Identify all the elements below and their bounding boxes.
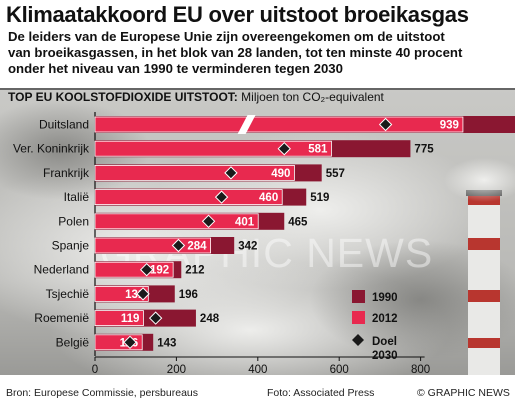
bar-group: België116143 <box>56 333 176 351</box>
photo-credit: Foto: Associated Press <box>267 387 375 399</box>
series-title: TOP EU KOOLSTOFDIOXIDE UITSTOOT: Miljoen… <box>8 90 384 104</box>
target-2030-marker <box>139 262 154 277</box>
copyright: © GRAPHIC NEWS <box>417 387 510 399</box>
chart-title: Klimaatakkoord EU over uitstoot broeikas… <box>6 2 469 27</box>
target-2030-marker <box>201 214 216 229</box>
category-label: Spanje <box>52 239 90 253</box>
target-2030-marker <box>171 238 186 253</box>
bar-2012 <box>94 140 332 157</box>
bar-2012 <box>94 116 464 133</box>
bar-group: Polen 401 465 <box>58 212 308 230</box>
data-label-1990: 465 <box>288 216 308 228</box>
category-label: België <box>56 335 90 349</box>
data-label-2012: 284 <box>187 241 207 253</box>
target-2030-marker <box>148 311 163 325</box>
bar-2012 <box>94 310 144 327</box>
subtitle-line: De leiders van de Europese Unie zijn ove… <box>8 29 445 44</box>
bar-group: Italië 460 519 <box>64 188 329 206</box>
data-label-1990: 248 <box>200 313 220 325</box>
data-label-1990: 196 <box>179 289 198 301</box>
axis-break <box>237 115 256 134</box>
target-2030-marker <box>224 166 238 180</box>
x-tick-label: 0 <box>92 364 98 376</box>
x-tick-label: 800 <box>411 364 430 376</box>
legend-label-target: 2030 <box>372 350 398 362</box>
legend-label-target: Doel <box>372 336 397 348</box>
data-label-1990: 519 <box>310 192 329 204</box>
bar-2012 <box>94 261 174 278</box>
bar-group: Spanje 284 342 <box>52 237 257 254</box>
target-2030-marker <box>277 141 291 156</box>
data-label-2012: 119 <box>121 313 140 325</box>
legend-swatch-2012 <box>352 311 365 324</box>
category-label: Ver. Koninkrijk <box>13 142 90 156</box>
subtitle-line: van broeikasgassen, in het blok van 28 l… <box>8 45 463 60</box>
category-label: Tsjechië <box>46 287 90 301</box>
chart-subtitle: De leiders van de Europese Unie zijn ove… <box>8 29 508 77</box>
x-tick-label: 400 <box>248 364 267 376</box>
data-label-1990: 775 <box>414 144 434 156</box>
legend-label-1990: 1990 <box>372 292 398 304</box>
category-label: Roemenië <box>34 311 89 325</box>
category-label: Frankrijk <box>43 166 90 180</box>
x-tick-label: 200 <box>167 364 186 376</box>
bar-2012 <box>94 237 211 254</box>
data-label-2012: 401 <box>235 216 255 228</box>
legend: 1990 2012 Doel 2030 <box>352 290 398 362</box>
data-label-2012: 939 <box>440 120 459 132</box>
target-2030-marker <box>136 287 150 301</box>
bar-2012 <box>94 189 283 206</box>
legend-swatch-1990 <box>352 290 365 303</box>
x-tick-label: 600 <box>330 364 349 376</box>
bar-group: Roemenië 119 248 <box>34 309 220 327</box>
data-label-2012: 581 <box>308 144 328 156</box>
series-title-bold: TOP EU KOOLSTOFDIOXIDE UITSTOOT: <box>8 90 238 104</box>
data-label-1990: 557 <box>326 168 345 180</box>
category-label: Polen <box>58 214 89 228</box>
legend-swatch-target <box>352 334 364 346</box>
category-label: Nederland <box>34 263 89 277</box>
data-label-1990: 342 <box>238 241 257 253</box>
bar-group: Tsjechië 131 196 <box>46 285 198 303</box>
chimney <box>444 158 515 380</box>
bar-group: Frankrijk 490 557 <box>43 164 345 182</box>
bar-2012 <box>94 213 259 230</box>
category-label: Duitsland <box>39 118 89 132</box>
data-label-1990: 143 <box>157 337 176 349</box>
bar-group: Ver. Koninkrijk 581 775 <box>13 140 434 158</box>
category-label: Italië <box>64 190 90 204</box>
data-label-2012: 192 <box>150 265 169 277</box>
data-label-2012: 460 <box>259 192 278 204</box>
subtitle-line: onder het niveau van 1990 te verminderen… <box>8 61 343 76</box>
source-note: Bron: Europese Commissie, persbureaus <box>6 387 199 399</box>
target-2030-marker <box>378 117 393 132</box>
bar-group: Duitsland9391.248 <box>39 115 515 134</box>
legend-label-2012: 2012 <box>372 313 398 325</box>
target-2030-marker <box>123 335 137 350</box>
bar-2012 <box>94 164 295 181</box>
target-2030-marker <box>214 190 229 204</box>
series-title-unit: Miljoen ton CO₂-equivalent <box>241 90 384 104</box>
bar-group: Nederland 192 212 <box>34 261 204 279</box>
data-label-2012: 490 <box>271 168 290 180</box>
data-label-1990: 212 <box>185 265 204 277</box>
